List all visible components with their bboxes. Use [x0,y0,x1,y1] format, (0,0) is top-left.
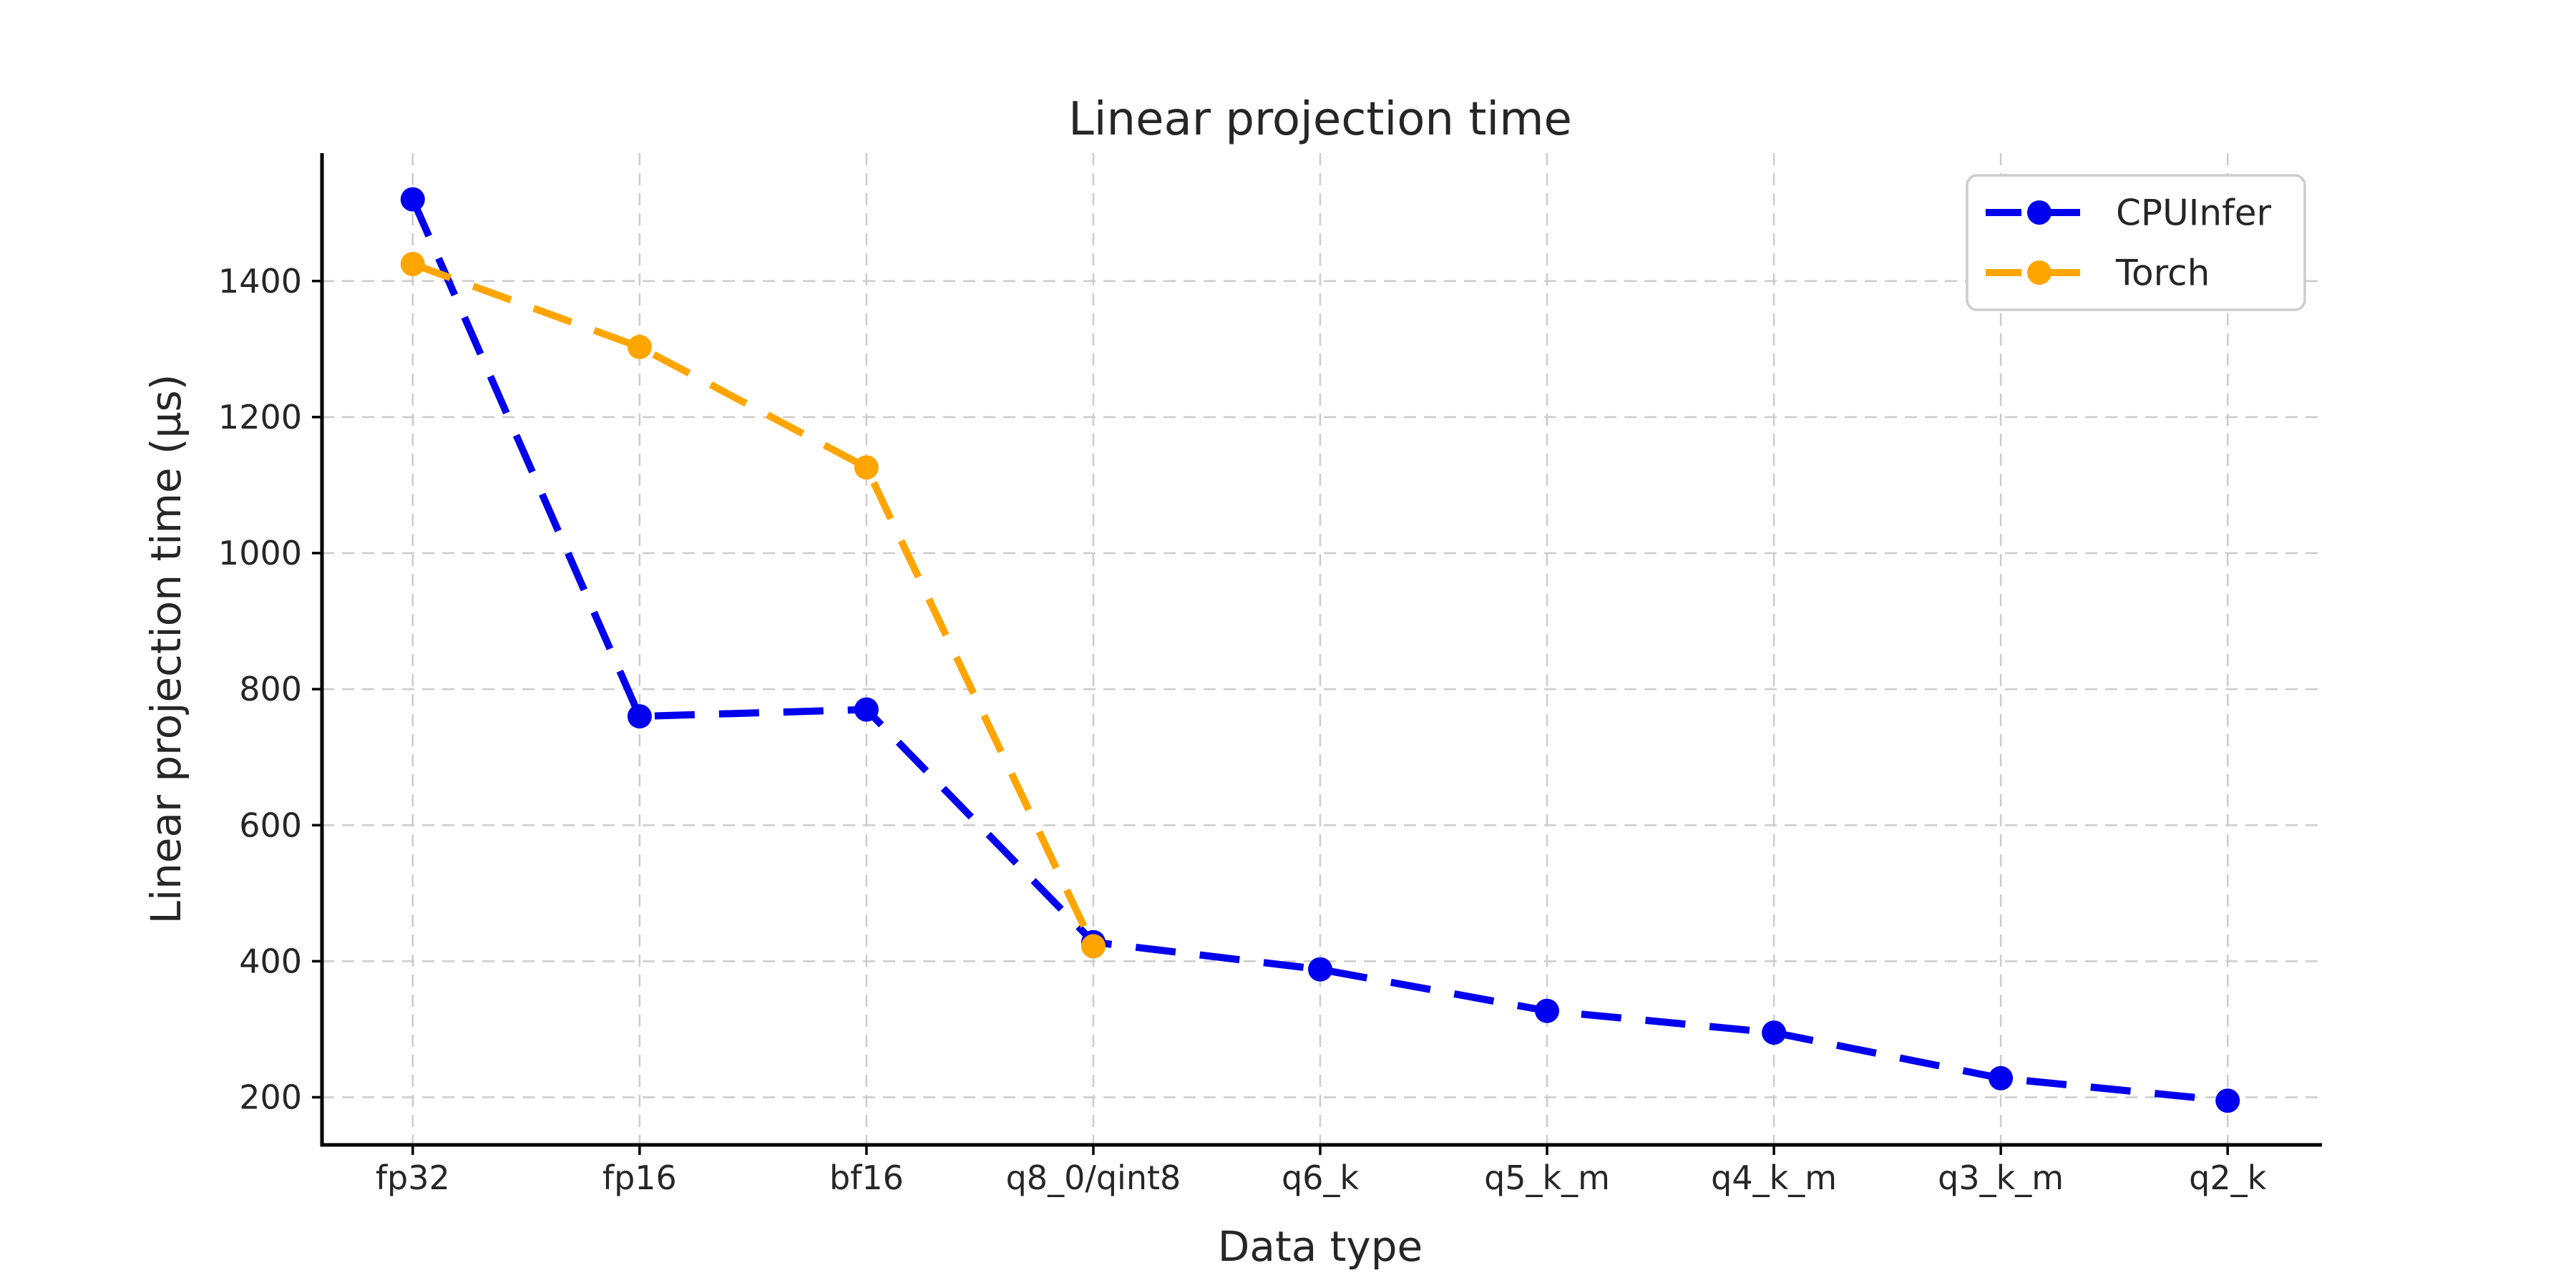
x-tick-label-q3_k_m: q3_k_m [1938,1158,2064,1197]
legend-label-cpuinfer: CPUInfer [2116,192,2271,234]
y-tick-label: 400 [239,942,302,980]
data-point-cpuinfer-fp32 [400,187,425,212]
x-tick-label-q2_k: q2_k [2189,1158,2266,1197]
series-line-cpuinfer [409,197,2228,1105]
chart-title: Linear projection time [1068,93,1572,146]
data-point-cpuinfer-q2_k [2215,1088,2240,1113]
data-point-cpuinfer-q3_k_m [1989,1065,2014,1091]
y-tick-label: 1000 [218,534,302,572]
data-point-cpuinfer-q6_k [1308,957,1332,982]
x-tick-label-fp16: fp16 [602,1158,677,1197]
y-tick-label: 600 [239,806,302,844]
legend-item-cpuinfer: CPUInfer [1986,192,2271,234]
data-point-torch-q8_0/qint8 [1081,934,1106,959]
legend-item-torch: Torch [1986,253,2210,294]
legend: CPUInfer Torch [1966,174,2306,311]
x-tick-label-q4_k_m: q4_k_m [1711,1158,1837,1197]
y-axis-label: Linear projection time (µs) [142,374,190,924]
data-point-cpuinfer-fp16 [627,704,652,729]
data-point-cpuinfer-q5_k_m [1535,998,1559,1023]
data-point-cpuinfer-q4_k_m [1762,1020,1787,1045]
x-tick-label-q8_0/qint8: q8_0/qint8 [1006,1158,1181,1197]
x-tick-label-q5_k_m: q5_k_m [1484,1158,1610,1197]
y-tick-label: 200 [239,1078,302,1117]
axes-layer: 200 400 600 800 1000 1200 1400 fp32 fp16 bf16 q8_0… [218,153,2322,1197]
legend-sample-marker [2027,260,2051,285]
x-tick-label-q6_k: q6_k [1282,1158,1359,1197]
y-tick-label: 1400 [218,262,302,301]
x-tick-label-fp32: fp32 [376,1158,450,1197]
x-tick-label-bf16: bf16 [829,1158,904,1197]
data-point-cpuinfer-bf16 [854,697,879,722]
series-layer [400,187,2240,1113]
data-point-torch-fp32 [400,252,425,276]
y-tick-label: 800 [239,670,302,708]
legend-label-torch: Torch [2115,253,2210,294]
legend-sample-marker [2027,200,2051,225]
data-point-torch-bf16 [854,455,879,480]
x-axis-label: Data type [1218,1222,1423,1271]
data-point-torch-fp16 [627,334,652,359]
y-tick-label: 1200 [218,398,302,436]
